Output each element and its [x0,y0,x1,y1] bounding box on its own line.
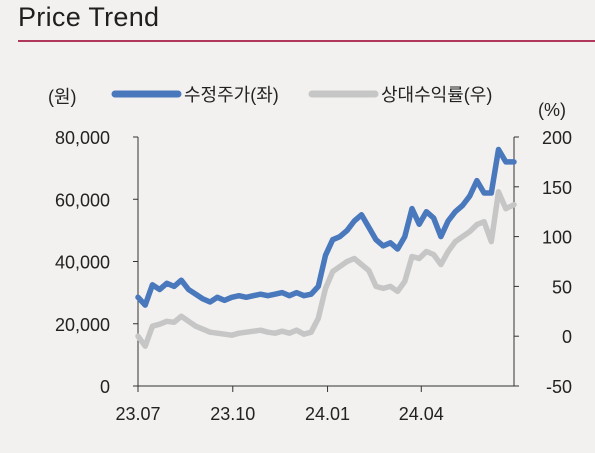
right-tick-label: 100 [542,228,572,248]
legend: 수정주가(좌) 상대수익률(우) [111,85,492,105]
legend-label-relative: 상대수익률(우) [381,85,492,105]
left-axis-ticks: 80,000 60,000 40,000 20,000 0 [55,128,138,397]
left-axis-unit: (원) [48,87,77,107]
left-tick-label: 40,000 [55,253,110,273]
x-tick-label: 24.01 [305,404,350,424]
left-tick-label: 20,000 [55,315,110,335]
legend-label-price: 수정주가(좌) [184,85,279,105]
series-line-price [135,146,517,308]
x-axis-ticks: 23.07 23.10 24.01 24.04 [115,386,444,424]
title-rule [18,40,595,42]
left-tick-label: 0 [100,377,110,397]
series-line-relative [135,189,517,349]
left-tick-label: 60,000 [55,190,110,210]
right-tick-label: 150 [542,178,572,198]
x-tick-label: 23.07 [115,404,160,424]
right-axis-ticks: 200 150 100 50 0 -50 [514,128,572,397]
x-tick-label: 24.04 [399,404,444,424]
x-tick-label: 23.10 [210,404,255,424]
page-title: Price Trend [18,2,160,32]
left-tick-label: 80,000 [55,128,110,148]
right-tick-label: -50 [546,377,572,397]
series-layer [135,146,517,349]
right-axis-unit: (%) [538,100,566,120]
right-tick-label: 0 [562,327,572,347]
right-tick-label: 200 [542,128,572,148]
right-tick-label: 50 [552,277,572,297]
